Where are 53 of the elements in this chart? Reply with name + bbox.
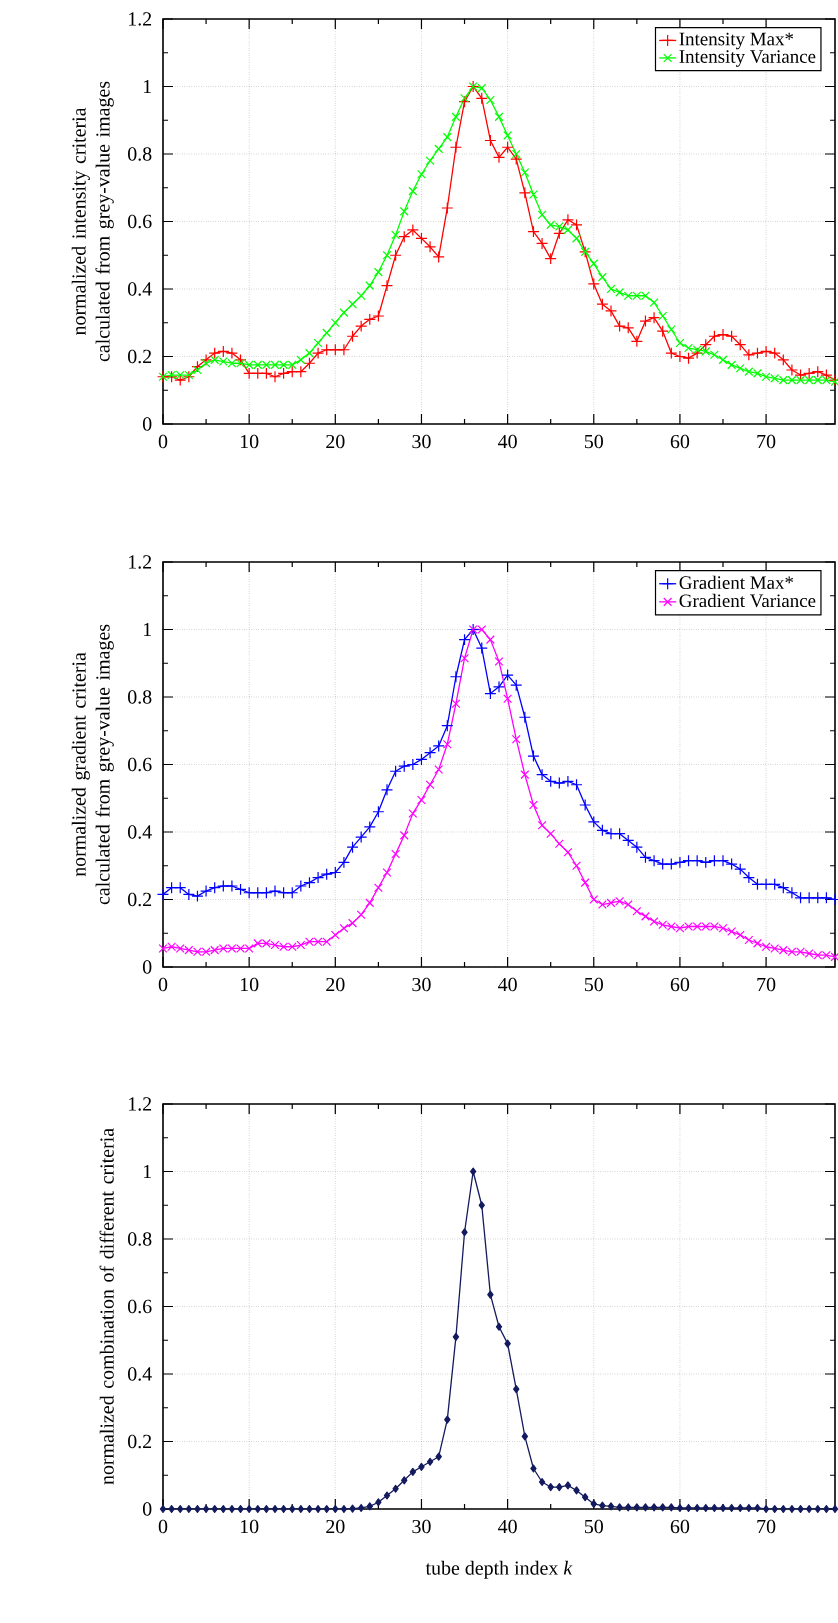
x-tick-label: 0 — [158, 1519, 168, 1534]
legend-label: Gradient Variance — [679, 593, 816, 608]
y-tick-label: 0 — [142, 960, 152, 974]
y-tick-label: 0.2 — [128, 1434, 152, 1449]
x-tick-label: 70 — [757, 1519, 776, 1534]
x-tick-label: 10 — [240, 1519, 259, 1534]
y-tick-label: 0.4 — [128, 825, 152, 839]
x-tick-label: 70 — [757, 434, 776, 449]
x-tick-label: 30 — [412, 1519, 431, 1534]
y-axis-title: normalized gradient criteria calculated from grey-value images — [71, 624, 114, 905]
x-tick-label: 30 — [412, 434, 431, 449]
y-tick-label: 1.2 — [129, 12, 152, 26]
x-tick-label: 40 — [498, 1519, 517, 1534]
y-tick-label: 1 — [143, 622, 151, 637]
x-tick-label: 60 — [670, 1519, 690, 1534]
x-tick-label: 50 — [584, 1519, 603, 1534]
x-tick-label: 20 — [326, 1519, 345, 1534]
y-axis-title: normalized combination of different criteria — [99, 1128, 114, 1485]
x-tick-label: 40 — [498, 977, 517, 992]
y-tick-label: 0.8 — [128, 1232, 152, 1246]
x-tick-label: 0 — [158, 434, 168, 449]
y-tick-label: 0.4 — [128, 282, 152, 296]
legend-label: Gradient Max* — [679, 575, 794, 589]
y-axis-title: normalized intensity criteria calculated from grey-value images — [71, 81, 114, 362]
x-tick-label: 10 — [240, 434, 259, 449]
x-tick-label: 60 — [670, 977, 690, 992]
y-tick-label: 0.6 — [128, 1299, 152, 1314]
x-tick-label: 20 — [326, 977, 345, 992]
y-tick-label: 0 — [142, 1502, 152, 1516]
y-tick-label: 0.8 — [128, 147, 152, 161]
x-tick-label: 40 — [498, 434, 517, 449]
y-tick-label: 0.2 — [128, 349, 152, 364]
x-tick-label: 70 — [757, 977, 776, 992]
y-tick-label: 0.6 — [128, 757, 152, 772]
x-tick-label: 0 — [158, 977, 168, 992]
x-tick-label: 30 — [412, 977, 431, 992]
y-tick-label: 1 — [143, 1164, 151, 1179]
y-tick-label: 1.2 — [129, 1097, 152, 1111]
x-tick-label: 60 — [670, 434, 690, 449]
legend-label: Intensity Variance — [679, 50, 816, 67]
y-tick-label: 1.2 — [129, 555, 152, 569]
x-tick-label: 50 — [584, 977, 603, 992]
legend-label: Intensity Max* — [679, 32, 794, 50]
y-tick-label: 0.8 — [128, 690, 152, 704]
x-tick-label: 10 — [240, 977, 259, 992]
x-axis-title: tube depth index k — [425, 1560, 573, 1579]
x-tick-label: 20 — [326, 434, 345, 449]
y-tick-label: 1 — [143, 79, 151, 94]
y-tick-label: 0.4 — [128, 1367, 152, 1381]
x-tick-label: 50 — [584, 434, 603, 449]
y-tick-label: 0 — [142, 417, 152, 431]
y-tick-label: 0.2 — [128, 892, 152, 907]
y-tick-label: 0.6 — [128, 214, 152, 229]
